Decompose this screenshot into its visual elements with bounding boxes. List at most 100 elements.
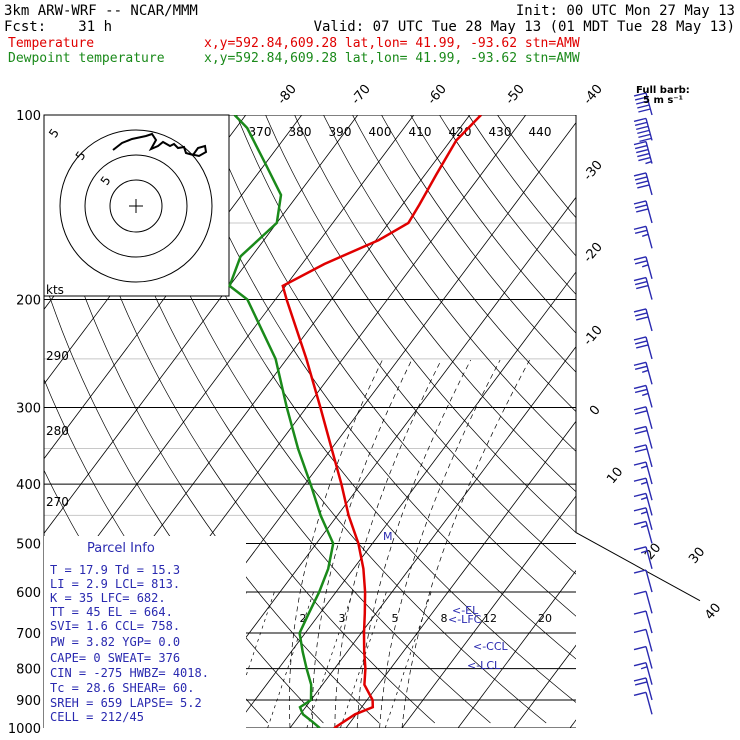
hodograph-units: kts bbox=[46, 283, 64, 297]
model-name: 3km ARW-WRF -- NCAR/MMM bbox=[4, 3, 198, 19]
wind-barb bbox=[633, 172, 653, 196]
theta-label: 370 bbox=[249, 125, 272, 139]
barb-half-flag bbox=[641, 369, 649, 373]
barb-key-line1: Full barb: bbox=[636, 85, 690, 96]
hodograph-trace bbox=[112, 132, 208, 158]
wind-barb bbox=[633, 477, 653, 501]
barb-flag bbox=[633, 461, 647, 466]
wind-barb bbox=[633, 628, 653, 652]
barb-flag bbox=[633, 520, 647, 526]
theta-label: 390 bbox=[329, 125, 352, 139]
hodograph-ring-middle bbox=[84, 154, 188, 258]
barb-staff bbox=[645, 277, 653, 300]
pressure-tick-400: 400 bbox=[16, 478, 41, 493]
barb-flag bbox=[639, 137, 652, 143]
theta-label: 430 bbox=[489, 125, 512, 139]
barb-flag bbox=[633, 628, 647, 634]
isotherm-label: 10 bbox=[604, 465, 626, 487]
moist-adiabat bbox=[401, 359, 530, 728]
wind-barb bbox=[633, 691, 653, 715]
theta-label: 400 bbox=[369, 125, 392, 139]
wind-barb bbox=[633, 140, 653, 165]
barb-flag bbox=[636, 125, 649, 131]
barb-flag bbox=[633, 225, 647, 230]
isotherm-line bbox=[177, 196, 576, 728]
barb-staff bbox=[645, 493, 653, 516]
isotherm-line bbox=[233, 271, 576, 728]
barb-half-flag bbox=[641, 264, 649, 268]
parcel-row-8: CIN = -275 HWBZ= 4018. bbox=[50, 666, 209, 680]
isotherm-label: 40 bbox=[702, 601, 724, 623]
pressure-tick-700: 700 bbox=[16, 627, 41, 642]
parcel-info-panel: Parcel Info T = 17.9 Td = 15.3 LI = 2.9 … bbox=[44, 536, 246, 728]
barb-flag bbox=[633, 308, 647, 313]
barb-staff bbox=[645, 308, 653, 332]
parcel-row-7: CAPE= 0 SWEAT= 376 bbox=[50, 651, 180, 665]
isotherm-label: -60 bbox=[425, 82, 450, 108]
mixing-ratio-line bbox=[306, 591, 354, 728]
barb-flag bbox=[634, 260, 648, 265]
wind-barb bbox=[633, 444, 653, 468]
mixing-ratio-label: 2 bbox=[300, 612, 307, 625]
barb-flag bbox=[636, 148, 649, 154]
wind-barb bbox=[633, 546, 653, 570]
parcel-row-9: Tc = 28.6 SHEAR= 60. bbox=[50, 681, 195, 695]
barb-flag bbox=[633, 384, 647, 390]
theta-labels: 370 380 390 400 410 420 430 440 290 280 270 bbox=[46, 125, 551, 509]
barb-flag bbox=[634, 280, 648, 286]
wind-barb bbox=[633, 200, 653, 224]
barb-key-line2: 5 m s⁻¹ bbox=[643, 95, 683, 106]
barb-staff bbox=[645, 426, 653, 449]
barb-half-flag bbox=[640, 666, 648, 670]
barb-staff bbox=[645, 591, 653, 614]
barb-staff bbox=[645, 546, 653, 570]
barb-flag bbox=[638, 108, 651, 113]
barb-flag bbox=[636, 284, 649, 290]
isotherm-line bbox=[569, 719, 576, 728]
temperature-station-info: x,y=592.84,609.28 lat,lon= 41.99, -93.62… bbox=[204, 36, 580, 51]
barb-flag bbox=[637, 129, 650, 135]
barb-half-flag bbox=[641, 392, 649, 397]
wind-barb bbox=[633, 492, 653, 516]
barb-half-flag bbox=[640, 511, 648, 515]
parcel-row-10: SREH = 659 LAPSE= 5.2 bbox=[50, 696, 202, 710]
marker-lcl: <-LCL bbox=[467, 659, 501, 672]
wind-barb bbox=[633, 569, 653, 593]
dry-adiabat bbox=[265, 115, 576, 534]
isotherm-labels: -80 -70 -60 -50 -40 -30 -20 -10 0 10 20 30 40 bbox=[275, 82, 725, 623]
barb-half-flag bbox=[640, 465, 648, 469]
mixing-ratio-line bbox=[384, 591, 432, 728]
parcel-info-background bbox=[44, 536, 246, 728]
pressure-tick-100: 100 bbox=[16, 109, 41, 124]
wind-barb bbox=[633, 520, 653, 544]
theta-label: 380 bbox=[289, 125, 312, 139]
dry-adiabat bbox=[468, 115, 576, 257]
barb-flag bbox=[634, 96, 648, 101]
legend-temperature: Temperature bbox=[8, 36, 94, 51]
wind-barb bbox=[633, 308, 653, 332]
wind-barb bbox=[633, 92, 653, 116]
barb-staff bbox=[645, 336, 653, 360]
wind-barb bbox=[633, 590, 653, 614]
wind-barbs bbox=[633, 92, 653, 715]
barb-flag bbox=[633, 677, 647, 682]
barb-staff bbox=[645, 406, 653, 429]
barb-flag bbox=[636, 180, 649, 185]
mixing-ratio-labels: 2 3 5 8 12 20 bbox=[300, 612, 553, 625]
barb-flag bbox=[633, 117, 647, 123]
barb-flag bbox=[634, 448, 648, 453]
barb-flag bbox=[633, 256, 647, 261]
wind-barb bbox=[633, 276, 653, 300]
barb-flag bbox=[633, 546, 647, 551]
barb-flag bbox=[634, 312, 648, 317]
mixing-ratio-line bbox=[267, 591, 314, 728]
moist-adiabat bbox=[379, 359, 501, 728]
isotherm-label: -80 bbox=[275, 82, 300, 108]
barb-staff bbox=[645, 662, 653, 685]
temperature-profile bbox=[281, 115, 482, 728]
moist-adiabat bbox=[334, 359, 442, 728]
barb-flag bbox=[633, 444, 647, 449]
isotherm-line bbox=[44, 115, 415, 609]
wind-barb bbox=[633, 507, 653, 530]
